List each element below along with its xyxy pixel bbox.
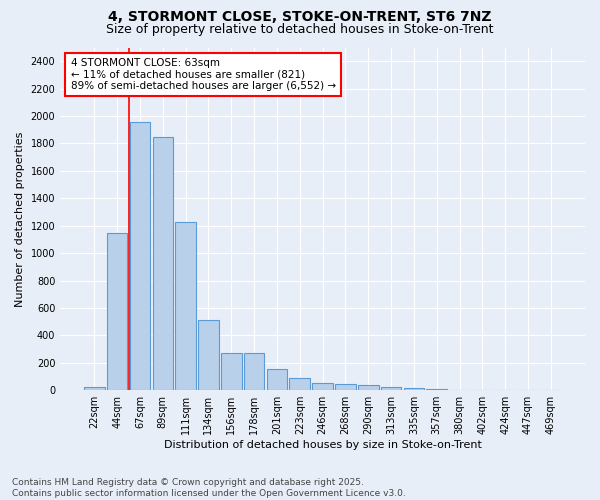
Bar	[84, 387, 104, 390]
Bar	[266, 369, 287, 390]
Bar	[381, 387, 401, 390]
Y-axis label: Number of detached properties: Number of detached properties	[15, 131, 25, 306]
X-axis label: Distribution of detached houses by size in Stoke-on-Trent: Distribution of detached houses by size …	[164, 440, 482, 450]
Bar	[427, 389, 447, 390]
Bar	[404, 388, 424, 390]
Bar	[289, 378, 310, 390]
Bar	[358, 385, 379, 390]
Bar	[198, 320, 219, 390]
Text: 4 STORMONT CLOSE: 63sqm
← 11% of detached houses are smaller (821)
89% of semi-d: 4 STORMONT CLOSE: 63sqm ← 11% of detache…	[71, 58, 336, 91]
Bar	[107, 232, 127, 390]
Text: Size of property relative to detached houses in Stoke-on-Trent: Size of property relative to detached ho…	[106, 22, 494, 36]
Text: 4, STORMONT CLOSE, STOKE-ON-TRENT, ST6 7NZ: 4, STORMONT CLOSE, STOKE-ON-TRENT, ST6 7…	[108, 10, 492, 24]
Bar	[221, 352, 242, 390]
Bar	[335, 384, 356, 390]
Bar	[175, 222, 196, 390]
Bar	[130, 122, 150, 390]
Bar	[313, 384, 333, 390]
Bar	[152, 136, 173, 390]
Bar	[244, 353, 265, 390]
Text: Contains HM Land Registry data © Crown copyright and database right 2025.
Contai: Contains HM Land Registry data © Crown c…	[12, 478, 406, 498]
